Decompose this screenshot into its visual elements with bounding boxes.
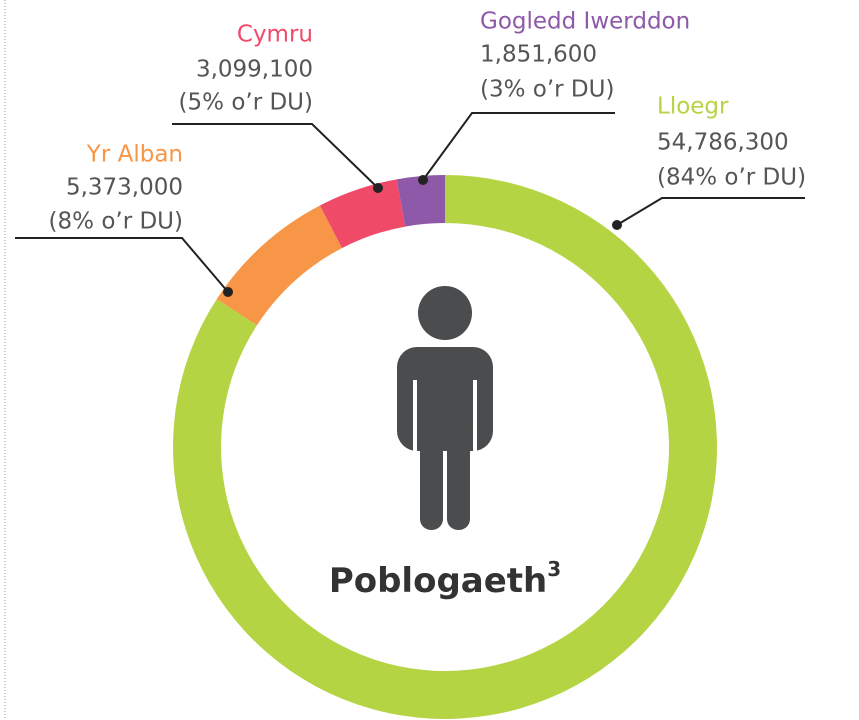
- category-label: Yr Alban: [86, 142, 183, 168]
- title-text: Poblogaeth: [329, 561, 547, 601]
- labels: Lloegr 54,786,300 (84% o’r DU) Yr Alban …: [49, 9, 807, 235]
- value-label: 3,099,100: [196, 57, 313, 83]
- share-label: (8% o’r DU): [49, 209, 183, 235]
- leader-line: [172, 123, 379, 189]
- share-label: (84% o’r DU): [657, 165, 806, 191]
- leader-line: [422, 112, 615, 181]
- leader-line: [15, 237, 229, 293]
- category-label: Cymru: [237, 22, 313, 48]
- arm-gap: [473, 380, 477, 455]
- leader-dots: [223, 175, 622, 297]
- slice: [216, 205, 343, 326]
- share-label: (3% o’r DU): [480, 77, 614, 103]
- value-label: 1,851,600: [480, 42, 597, 68]
- category-label: Lloegr: [657, 94, 729, 120]
- value-label: 54,786,300: [657, 130, 789, 156]
- leader-line: [616, 197, 805, 226]
- donut: [172, 175, 717, 719]
- footnote-mark: 3: [547, 557, 561, 581]
- slice: [319, 179, 406, 249]
- slice: [396, 175, 445, 227]
- center-title: Poblogaeth3: [329, 557, 561, 601]
- leaders: [15, 112, 805, 293]
- person-icon: [397, 286, 493, 530]
- arm-gap: [413, 380, 417, 455]
- share-label: (5% o’r DU): [179, 90, 313, 116]
- value-label: 5,373,000: [66, 175, 183, 201]
- category-label: Gogledd Iwerddon: [480, 9, 690, 35]
